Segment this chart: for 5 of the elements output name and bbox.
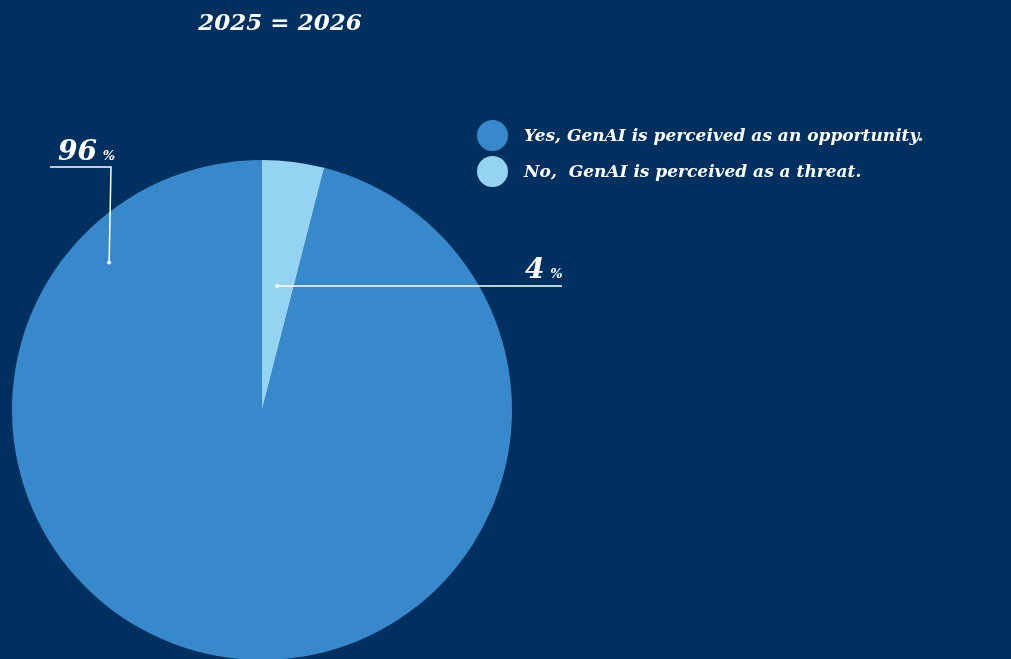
data-label: 96 % <box>58 134 116 167</box>
data-label: 4 % <box>525 252 563 285</box>
legend-label: No, GenAI is perceived as a threat. <box>524 161 862 181</box>
legend-label: Yes, GenAI is perceived as an opportunity. <box>524 125 924 145</box>
chart-title: 2025 = 2026 <box>197 8 363 35</box>
